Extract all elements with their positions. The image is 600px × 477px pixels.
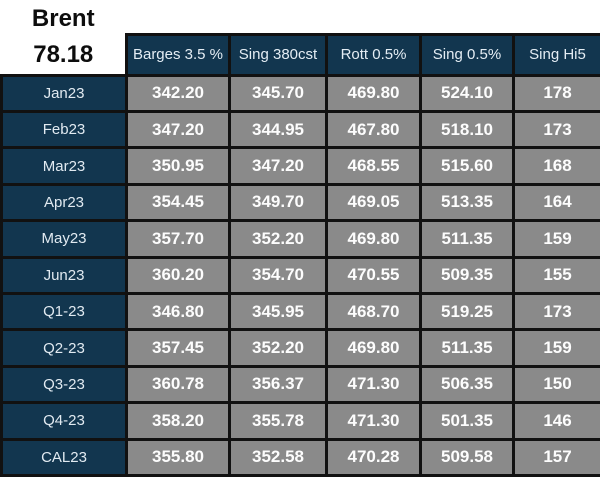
price-cell[interactable]: 471.30 [325,401,422,441]
row-label-q2-23[interactable]: Q2-23 [0,328,128,368]
row-label-q3-23[interactable]: Q3-23 [0,364,128,405]
price-cell[interactable]: 146 [512,401,600,441]
header-spacer [420,0,514,34]
price-cell[interactable]: 168 [512,146,600,186]
column-header-row: Barges 3.5 % Sing 380cst Rott 0.5% Sing … [2,32,600,77]
price-cell[interactable]: 509.58 [419,437,515,477]
price-cell[interactable]: 346.80 [125,291,231,332]
price-cell[interactable]: 469.80 [325,73,422,113]
table-row: Jun23 360.20 354.70 470.55 509.35 155 [0,255,600,295]
price-cell[interactable]: 511.35 [419,328,515,368]
table-row: Feb23 347.20 344.95 467.80 518.10 173 [0,109,600,150]
price-cell[interactable]: 349.70 [228,182,328,223]
table-row: CAL23 355.80 352.58 470.28 509.58 157 [0,437,600,477]
price-table-body: Jan23 342.20 345.70 469.80 524.10 178 Feb23 347… [0,73,600,477]
price-cell[interactable]: 350.95 [125,146,231,186]
price-cell[interactable]: 159 [512,219,600,259]
row-label-apr23[interactable]: Apr23 [0,182,128,223]
row-label-mar23[interactable]: Mar23 [0,146,128,186]
table-row: Mar23 350.95 347.20 468.55 515.60 168 [0,146,600,186]
price-cell[interactable]: 173 [512,291,600,332]
column-header-sing-380cst[interactable]: Sing 380cst [228,32,328,77]
brent-title-cell[interactable]: Brent 78.18 [1,0,127,75]
price-cell[interactable]: 470.55 [325,255,422,295]
price-cell[interactable]: 178 [512,73,600,113]
price-cell[interactable]: 347.20 [125,109,231,150]
price-cell[interactable]: 515.60 [419,146,515,186]
price-cell[interactable]: 355.80 [125,437,231,477]
price-cell[interactable]: 352.58 [228,437,328,477]
row-label-feb23[interactable]: Feb23 [0,109,128,150]
price-cell[interactable]: 468.55 [325,146,422,186]
price-cell[interactable]: 155 [512,255,600,295]
header-spacer-row: Brent 78.18 [1,0,600,75]
row-label-q1-23[interactable]: Q1-23 [0,291,128,332]
price-cell[interactable]: 352.20 [228,328,328,368]
price-cell[interactable]: 469.05 [325,182,422,223]
price-cell[interactable]: 506.35 [419,364,515,405]
price-cell[interactable]: 513.35 [419,182,515,223]
price-cell[interactable]: 352.20 [228,219,328,259]
price-cell[interactable]: 344.95 [228,109,328,150]
row-label-cal23[interactable]: CAL23 [0,437,128,477]
price-cell[interactable]: 159 [512,328,600,368]
header-spacer [326,0,421,34]
price-cell[interactable]: 345.70 [228,73,328,113]
price-cell[interactable]: 511.35 [419,219,515,259]
row-label-jan23[interactable]: Jan23 [0,73,128,113]
column-header-barges-35[interactable]: Barges 3.5 % [125,32,231,77]
price-cell[interactable]: 524.10 [419,73,515,113]
table-row: Apr23 354.45 349.70 469.05 513.35 164 [0,182,600,223]
price-cell[interactable]: 467.80 [325,109,422,150]
price-cell[interactable]: 345.95 [228,291,328,332]
instrument-name: Brent [31,4,95,32]
price-cell[interactable]: 150 [512,364,600,405]
table-row: May23 357.70 352.20 469.80 511.35 159 [0,219,600,259]
price-cell[interactable]: 360.20 [125,255,231,295]
price-cell[interactable]: 469.80 [325,219,422,259]
header-spacer [126,0,230,34]
price-cell[interactable]: 509.35 [419,255,515,295]
column-header-sing-hi5[interactable]: Sing Hi5 [512,32,600,77]
table-row: Q3-23 360.78 356.37 471.30 506.35 150 [0,364,600,405]
price-cell[interactable]: 501.35 [419,401,515,441]
price-cell[interactable]: 470.28 [325,437,422,477]
table-row: Jan23 342.20 345.70 469.80 524.10 178 [0,73,600,113]
price-cell[interactable]: 354.45 [125,182,231,223]
price-cell[interactable]: 342.20 [125,73,231,113]
instrument-price: 78.18 [33,40,94,68]
price-cell[interactable]: 358.20 [125,401,231,441]
row-label-q4-23[interactable]: Q4-23 [0,401,128,441]
price-cell[interactable]: 360.78 [125,364,231,405]
row-label-jun23[interactable]: Jun23 [0,255,128,295]
price-cell[interactable]: 355.78 [228,401,328,441]
price-cell[interactable]: 357.45 [125,328,231,368]
price-cell[interactable]: 471.30 [325,364,422,405]
header-spacer [229,0,327,34]
price-cell[interactable]: 157 [512,437,600,477]
price-cell[interactable]: 356.37 [228,364,328,405]
price-cell[interactable]: 469.80 [325,328,422,368]
price-cell[interactable]: 347.20 [228,146,328,186]
price-cell[interactable]: 468.70 [325,291,422,332]
price-cell[interactable]: 354.70 [228,255,328,295]
price-cell[interactable]: 519.25 [419,291,515,332]
header-spacer [513,0,600,34]
table-row: Q4-23 358.20 355.78 471.30 501.35 146 [0,401,600,441]
column-header-sing-05[interactable]: Sing 0.5% [419,32,515,77]
column-header-rott-05[interactable]: Rott 0.5% [325,32,422,77]
table-row: Q1-23 346.80 345.95 468.70 519.25 173 [0,291,600,332]
table-row: Q2-23 357.45 352.20 469.80 511.35 159 [0,328,600,368]
price-cell[interactable]: 173 [512,109,600,150]
row-label-may23[interactable]: May23 [0,219,128,259]
price-cell[interactable]: 164 [512,182,600,223]
price-cell[interactable]: 518.10 [419,109,515,150]
price-cell[interactable]: 357.70 [125,219,231,259]
